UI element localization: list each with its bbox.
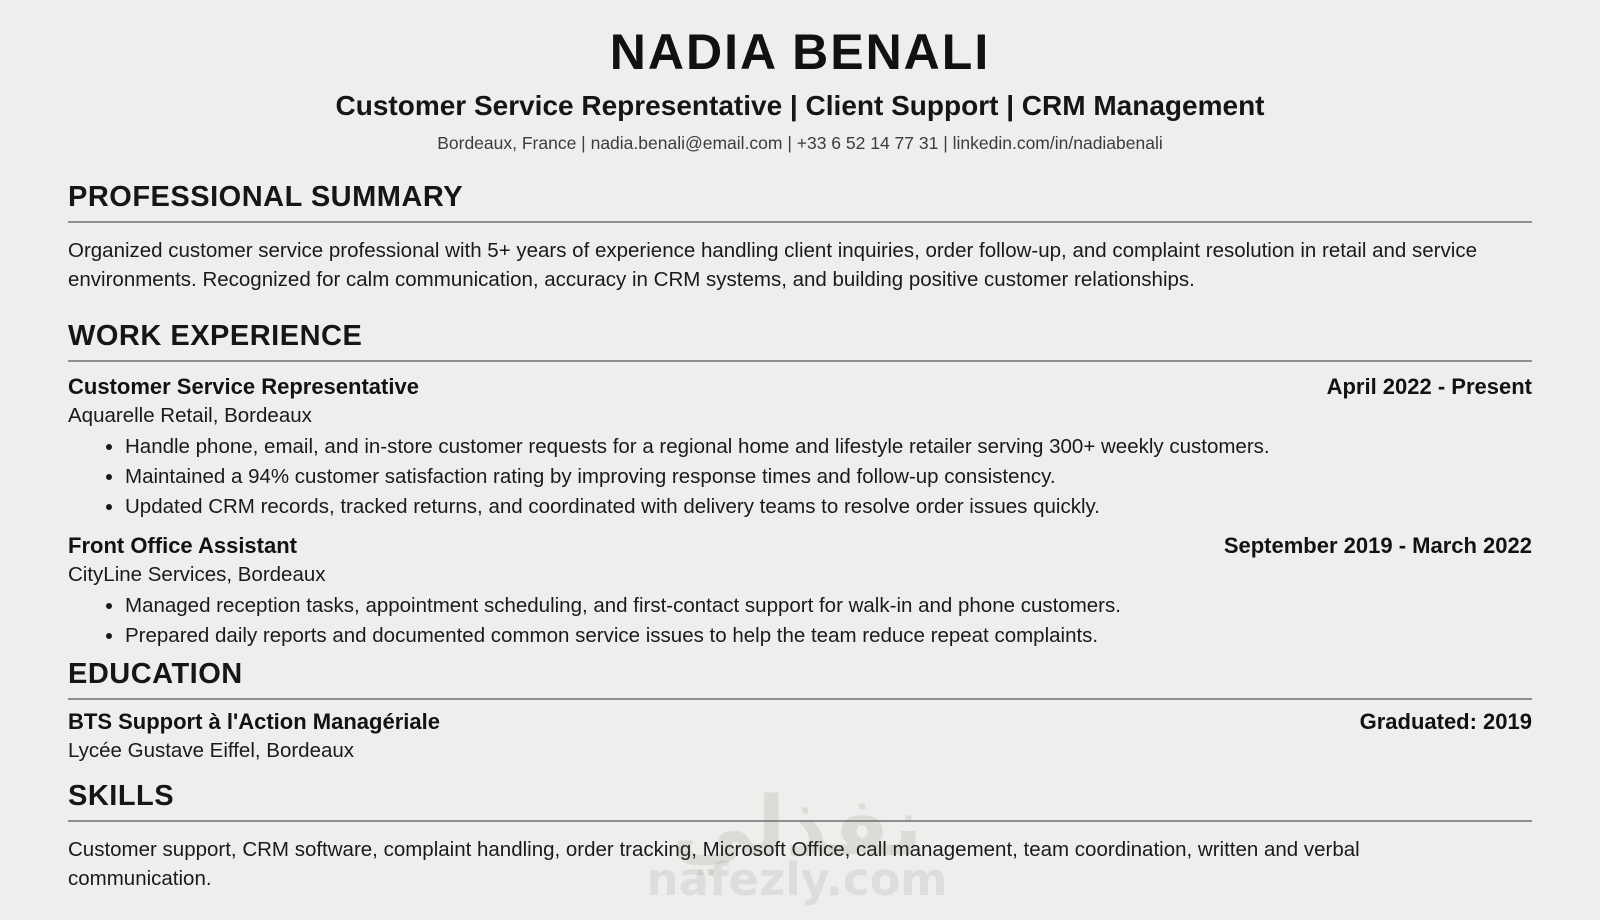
- job-dates: April 2022 - Present: [1326, 374, 1532, 399]
- job-company: CityLine Services, Bordeaux: [68, 563, 326, 586]
- work-experience-heading: WORK EXPERIENCE: [68, 320, 363, 352]
- job-header: Customer Service Representative April 20…: [68, 375, 1532, 399]
- section-divider: [68, 360, 1532, 362]
- summary-text: Organized customer service professional …: [68, 239, 1477, 291]
- school-name: Lycée Gustave Eiffel, Bordeaux: [68, 739, 355, 762]
- job-title: Front Office Assistant: [68, 533, 297, 558]
- job-bullet: Handle phone, email, and in-store custom…: [125, 432, 1532, 462]
- education-heading: EDUCATION: [68, 658, 243, 690]
- job-bullet: Managed reception tasks, appointment sch…: [125, 591, 1532, 621]
- job-bullet-list: Handle phone, email, and in-store custom…: [68, 432, 1532, 522]
- education-entry: BTS Support à l'Action Managériale Gradu…: [68, 710, 1532, 763]
- job-bullet-list: Managed reception tasks, appointment sch…: [68, 591, 1532, 651]
- section-divider: [68, 820, 1532, 822]
- degree-title: BTS Support à l'Action Managériale: [68, 709, 440, 734]
- graduation-date: Graduated: 2019: [1359, 709, 1532, 734]
- section-divider: [68, 221, 1532, 223]
- job-entry: Customer Service Representative April 20…: [68, 375, 1532, 522]
- resume-headline: Customer Service Representative | Client…: [335, 90, 1265, 121]
- job-bullet: Maintained a 94% customer satisfaction r…: [125, 462, 1532, 492]
- job-entry: Front Office Assistant September 2019 - …: [68, 534, 1532, 651]
- section-work-experience: WORK EXPERIENCE Customer Service Represe…: [68, 321, 1532, 651]
- resume-name: NADIA BENALI: [609, 24, 991, 80]
- skills-text: Customer support, CRM software, complain…: [68, 838, 1360, 890]
- job-title: Customer Service Representative: [68, 374, 419, 399]
- section-summary: PROFESSIONAL SUMMARY Organized customer …: [68, 182, 1532, 294]
- job-company: Aquarelle Retail, Bordeaux: [68, 404, 312, 427]
- section-skills: SKILLS Customer support, CRM software, c…: [68, 781, 1532, 893]
- education-header: BTS Support à l'Action Managériale Gradu…: [68, 710, 1532, 734]
- job-header: Front Office Assistant September 2019 - …: [68, 534, 1532, 558]
- job-bullet: Updated CRM records, tracked returns, an…: [125, 492, 1532, 522]
- section-divider: [68, 698, 1532, 700]
- section-education: EDUCATION BTS Support à l'Action Managér…: [68, 659, 1532, 763]
- job-bullet: Prepared daily reports and documented co…: [125, 621, 1532, 651]
- summary-heading: PROFESSIONAL SUMMARY: [68, 181, 464, 213]
- skills-heading: SKILLS: [68, 780, 175, 812]
- job-dates: September 2019 - March 2022: [1223, 533, 1532, 558]
- contact-line: Bordeaux, France | nadia.benali@email.co…: [437, 133, 1163, 153]
